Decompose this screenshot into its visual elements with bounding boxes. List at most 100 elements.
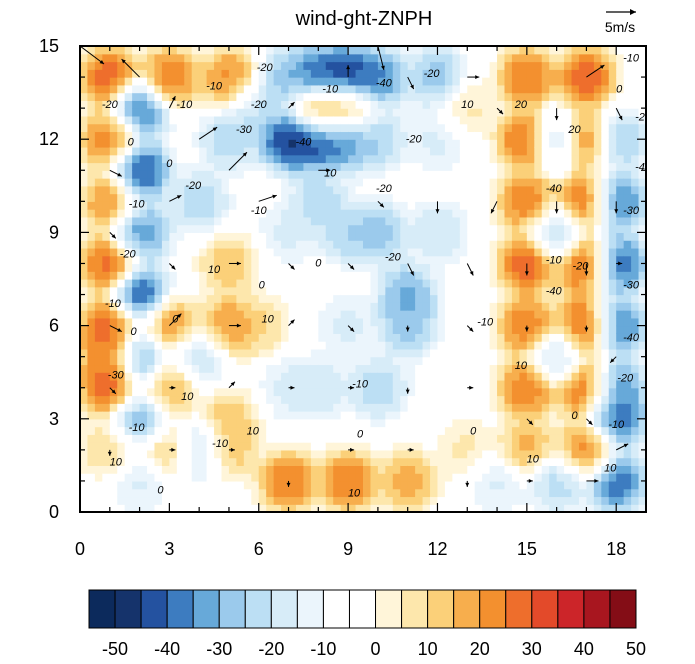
field-cell xyxy=(303,92,312,101)
field-cell xyxy=(526,123,535,133)
field-cell xyxy=(288,240,297,249)
field-cell xyxy=(474,232,483,241)
colorbar-swatch xyxy=(322,589,350,629)
field-cell xyxy=(430,84,439,94)
field-cell xyxy=(333,216,342,226)
field-cell xyxy=(281,372,290,381)
field-cell xyxy=(430,325,439,334)
field-cell xyxy=(511,247,520,257)
field-cell xyxy=(415,364,424,373)
field-cell xyxy=(161,418,170,428)
field-cell xyxy=(601,457,610,466)
field-cell xyxy=(564,442,573,451)
field-cell xyxy=(400,53,409,63)
field-cell xyxy=(370,442,379,451)
field-cell xyxy=(221,473,230,482)
field-cell xyxy=(616,139,625,148)
field-cell xyxy=(437,286,446,296)
field-cell xyxy=(161,77,170,86)
field-cell xyxy=(363,178,372,187)
contour-label: -20 xyxy=(185,180,202,192)
field-cell xyxy=(117,457,126,466)
field-cell xyxy=(407,115,416,125)
field-cell xyxy=(586,480,595,490)
contour-label: -10 xyxy=(212,438,229,450)
field-cell xyxy=(310,294,319,303)
field-cell xyxy=(303,418,312,428)
field-cell xyxy=(139,263,148,272)
field-cell xyxy=(333,504,342,512)
field-cell xyxy=(310,348,319,358)
contour-label: -10 xyxy=(546,254,563,266)
field-cell xyxy=(191,480,200,490)
field-cell xyxy=(348,61,357,70)
field-cell xyxy=(631,154,640,164)
field-cell xyxy=(243,240,252,249)
field-cell xyxy=(541,123,550,133)
field-cell xyxy=(191,209,200,218)
field-cell xyxy=(363,170,372,179)
field-cell xyxy=(578,216,588,226)
field-cell xyxy=(147,434,156,443)
field-cell xyxy=(534,325,543,334)
field-cell xyxy=(452,170,461,179)
field-cell xyxy=(310,442,319,451)
field-cell xyxy=(370,310,379,319)
field-cell xyxy=(638,170,646,179)
field-cell xyxy=(147,170,156,179)
field-cell xyxy=(370,247,379,257)
field-cell xyxy=(214,255,223,265)
field-cell xyxy=(511,185,520,195)
field-cell xyxy=(482,356,491,366)
field-cell xyxy=(459,465,468,474)
field-cell xyxy=(340,232,349,241)
field-cell xyxy=(109,178,118,187)
field-cell xyxy=(161,411,170,420)
field-cell xyxy=(251,170,260,179)
field-cell xyxy=(318,115,327,125)
field-cell xyxy=(228,480,237,490)
field-cell xyxy=(161,92,170,101)
field-cell xyxy=(556,123,565,133)
field-cell xyxy=(348,178,357,187)
field-cell xyxy=(236,279,245,288)
field-cell xyxy=(109,379,118,389)
field-cell xyxy=(549,92,558,101)
field-cell xyxy=(392,247,401,257)
field-cell xyxy=(109,209,118,218)
field-cell xyxy=(482,232,491,241)
field-cell xyxy=(176,426,185,435)
field-cell xyxy=(549,372,558,381)
field-cell xyxy=(318,411,327,420)
field-cell xyxy=(161,61,170,70)
field-cell xyxy=(94,170,103,179)
field-cell xyxy=(87,162,96,171)
field-cell xyxy=(80,504,89,512)
field-cell xyxy=(318,53,327,63)
field-cell xyxy=(526,100,535,109)
field-cell xyxy=(318,216,327,226)
field-cell xyxy=(392,263,401,272)
field-cell xyxy=(251,356,260,366)
field-cell xyxy=(102,131,111,140)
field-cell xyxy=(184,473,193,482)
field-cell xyxy=(124,504,133,512)
field-cell xyxy=(117,449,126,459)
field-cell xyxy=(363,372,372,381)
field-cell xyxy=(608,403,617,412)
contour-label: -40 xyxy=(635,161,652,173)
field-cell xyxy=(147,465,156,474)
field-cell xyxy=(243,403,252,412)
field-cell xyxy=(504,333,513,342)
field-cell xyxy=(132,123,141,133)
field-cell xyxy=(377,232,386,241)
field-cell xyxy=(422,46,431,55)
field-cell xyxy=(340,480,349,490)
field-cell xyxy=(295,465,305,474)
field-cell xyxy=(147,496,156,505)
field-cell xyxy=(348,146,357,156)
wind-vector-head xyxy=(524,327,529,332)
field-cell xyxy=(556,92,565,101)
field-cell xyxy=(556,418,565,428)
field-cell xyxy=(132,473,141,482)
